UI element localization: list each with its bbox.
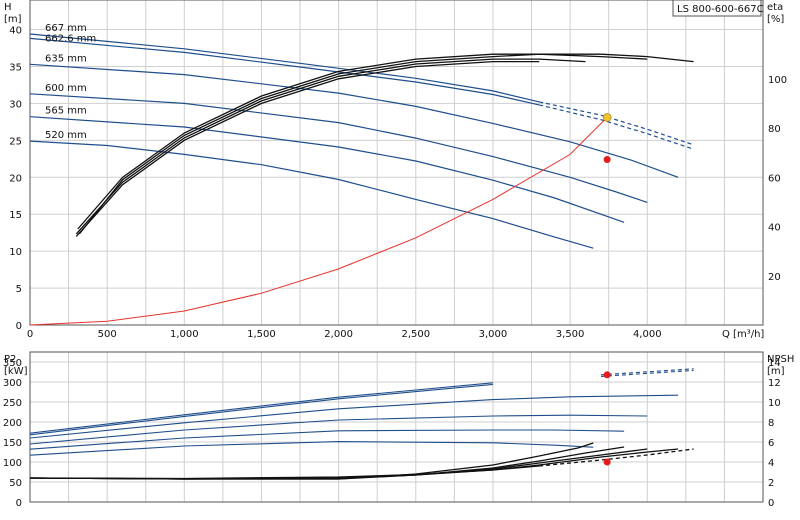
plot-frame-bottom <box>29 351 764 503</box>
y-tick-left: 0 <box>16 321 22 332</box>
y-tick-left: 30 <box>9 99 22 110</box>
system-curve <box>29 117 608 326</box>
operating-point-power <box>603 371 611 379</box>
y-tick-right: 40 <box>768 223 781 234</box>
y-tick-right: 12 <box>768 378 781 389</box>
head-curve <box>29 140 594 249</box>
y-tick-right: 80 <box>768 124 781 135</box>
y-axis-unit-left: [kW] <box>4 366 28 377</box>
y-axis-label-left: H <box>4 2 12 13</box>
head-curve-label: 635 mm <box>45 53 87 64</box>
x-tick: 2,000 <box>324 329 353 340</box>
y-tick-right: 10 <box>768 398 781 409</box>
power-curve-dashed <box>600 368 694 376</box>
y-tick-left: 20 <box>9 173 22 184</box>
x-tick: 4,000 <box>633 329 662 340</box>
model-label: LS 800-600-667C <box>677 4 764 15</box>
y-tick-left: 200 <box>3 418 22 429</box>
y-axis-label-left: P2 <box>4 354 16 365</box>
y-tick-right: 8 <box>768 418 774 429</box>
head-curve-label: 565 mm <box>45 106 87 117</box>
y-tick-right: 20 <box>768 272 781 283</box>
y-tick-left: 10 <box>9 247 22 258</box>
head-curve <box>29 63 679 178</box>
npsh-curve-dashed <box>539 448 694 467</box>
plot-frame-top <box>29 0 764 326</box>
y-tick-right: 6 <box>768 438 774 449</box>
power-curve <box>29 414 648 445</box>
eta-curve <box>78 53 648 235</box>
head-curve-label: 667 mm <box>45 23 87 34</box>
y-tick-left: 350 <box>3 358 22 369</box>
y-tick-left: 40 <box>9 26 22 37</box>
y-tick-left: 250 <box>3 398 22 409</box>
eta-curve <box>75 58 586 235</box>
y-tick-left: 0 <box>16 498 22 509</box>
eta-curve <box>77 53 694 230</box>
operating-point-eta <box>603 156 611 164</box>
x-tick: 0 <box>27 329 33 340</box>
power-curve <box>29 394 679 439</box>
y-tick-left: 300 <box>3 378 22 389</box>
y-axis-unit-right: [%] <box>767 14 784 25</box>
head-curve <box>29 37 540 106</box>
y-tick-left: 25 <box>9 136 22 147</box>
operating-point-head <box>602 113 612 122</box>
head-curve-dashed <box>539 104 694 150</box>
head-curve-label: 600 mm <box>45 83 87 94</box>
y-axis-unit-left: [m] <box>4 14 22 25</box>
y-tick-right: 0 <box>768 498 774 509</box>
power-curve <box>29 383 493 436</box>
power-curve <box>29 382 493 434</box>
power-curve-dashed <box>600 369 694 377</box>
y-tick-right: 2 <box>768 478 774 489</box>
y-tick-left: 5 <box>16 284 22 295</box>
power-curve <box>29 429 625 450</box>
x-tick: 3,500 <box>556 329 585 340</box>
y-tick-right: 100 <box>768 75 787 86</box>
y-tick-left: 35 <box>9 62 22 73</box>
head-curve-label: 662.6 mm <box>45 33 96 44</box>
y-axis-label-right: eta <box>767 2 783 13</box>
y-tick-left: 100 <box>3 458 22 469</box>
x-tick: 500 <box>98 329 117 340</box>
y-axis-unit-right: [m] <box>767 366 785 377</box>
npsh-curve <box>29 442 594 480</box>
model-label-box <box>672 0 762 17</box>
x-tick: 2,500 <box>401 329 430 340</box>
head-curve-dashed <box>539 101 694 146</box>
power-curve <box>29 441 594 456</box>
head-curve <box>29 116 625 223</box>
y-axis-label-right: NPSH <box>767 354 794 365</box>
y-tick-left: 150 <box>3 438 22 449</box>
head-curve <box>29 33 540 103</box>
y-tick-right: 14 <box>768 358 781 369</box>
x-tick: 3,000 <box>479 329 508 340</box>
x-tick: 1,500 <box>247 329 276 340</box>
y-tick-right: 4 <box>768 458 774 469</box>
head-curve-label: 520 mm <box>45 130 87 141</box>
y-tick-left: 15 <box>9 210 22 221</box>
head-curve <box>29 93 648 203</box>
y-tick-right: 60 <box>768 173 781 184</box>
x-axis-label: Q [m³/h] <box>722 329 764 340</box>
eta-curve <box>75 60 540 237</box>
operating-point-npsh <box>603 458 611 466</box>
x-tick: 1,000 <box>170 329 199 340</box>
y-tick-left: 50 <box>9 478 22 489</box>
